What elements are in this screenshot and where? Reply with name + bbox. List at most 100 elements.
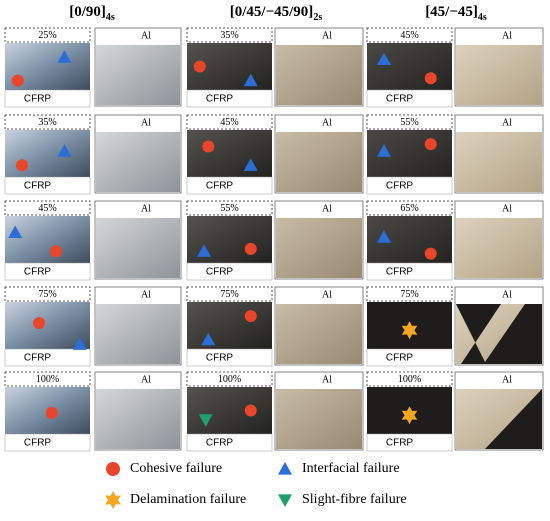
percent-box bbox=[366, 200, 453, 216]
cfrp-label: CFRP bbox=[386, 438, 414, 449]
percent-label: 100% bbox=[218, 374, 241, 385]
al-label: Al bbox=[502, 117, 512, 128]
legend-label: Slight-fibre failure bbox=[302, 492, 407, 507]
interfacial-marker bbox=[197, 244, 211, 257]
cohesive-marker bbox=[244, 404, 257, 417]
cohesive-marker bbox=[16, 159, 28, 172]
percent-box bbox=[186, 114, 273, 130]
al-label: Al bbox=[322, 117, 332, 128]
interfacial-marker bbox=[57, 50, 72, 63]
slight-fibre-marker bbox=[198, 414, 213, 427]
cfrp-label-strip bbox=[4, 433, 91, 452]
header-sub: 2s bbox=[313, 12, 322, 23]
cfrp-photo bbox=[187, 130, 272, 177]
legend-label: Interfacial failure bbox=[302, 461, 400, 476]
cfrp-photo bbox=[5, 216, 90, 263]
column-header: [45/−45]4s bbox=[425, 4, 487, 23]
cfrp-photo bbox=[187, 302, 272, 349]
al-label: Al bbox=[141, 117, 151, 128]
percent-label: 45% bbox=[220, 117, 238, 128]
al-label: Al bbox=[502, 203, 512, 214]
cohesive-marker bbox=[106, 462, 120, 476]
cfrp-label: CFRP bbox=[24, 438, 52, 449]
percent-box bbox=[186, 286, 273, 302]
cfrp-label-strip bbox=[366, 176, 453, 195]
cfrp-label: CFRP bbox=[206, 267, 234, 278]
cfrp-label: CFRP bbox=[386, 353, 414, 364]
al-photo bbox=[96, 132, 180, 192]
percent-label: 75% bbox=[400, 289, 418, 300]
cfrp-label-strip bbox=[186, 176, 273, 195]
legend-label: Delamination failure bbox=[130, 492, 246, 507]
al-label: Al bbox=[141, 203, 151, 214]
percent-label: 100% bbox=[36, 374, 59, 385]
percent-label: 55% bbox=[220, 203, 238, 214]
cfrp-photo bbox=[187, 387, 272, 434]
al-photo bbox=[276, 45, 362, 105]
cfrp-photo bbox=[5, 130, 90, 177]
cfrp-label-strip bbox=[366, 262, 453, 281]
al-photo bbox=[96, 389, 180, 449]
column-header: [0/90]4s bbox=[69, 4, 115, 23]
interfacial-marker bbox=[377, 230, 391, 243]
al-label: Al bbox=[322, 30, 332, 41]
al-label: Al bbox=[141, 374, 151, 385]
cfrp-label: CFRP bbox=[206, 353, 234, 364]
cohesive-marker bbox=[50, 245, 62, 258]
percent-label: 25% bbox=[38, 30, 56, 41]
al-dark-region bbox=[456, 304, 542, 364]
al-label: Al bbox=[141, 30, 151, 41]
cfrp-label: CFRP bbox=[24, 267, 52, 278]
al-photo bbox=[276, 389, 362, 449]
percent-label: 65% bbox=[400, 203, 418, 214]
cfrp-label-strip bbox=[366, 433, 453, 452]
delamination-marker bbox=[401, 406, 418, 425]
percent-box bbox=[4, 371, 91, 387]
cfrp-label-strip bbox=[366, 348, 453, 367]
al-label: Al bbox=[502, 30, 512, 41]
percent-box bbox=[366, 286, 453, 302]
al-photo bbox=[276, 218, 362, 278]
cfrp-label: CFRP bbox=[386, 267, 414, 278]
cfrp-label: CFRP bbox=[206, 181, 234, 192]
cfrp-label-strip bbox=[4, 348, 91, 367]
cfrp-label: CFRP bbox=[24, 181, 52, 192]
percent-label: 45% bbox=[38, 203, 56, 214]
percent-box bbox=[366, 371, 453, 387]
al-photo bbox=[276, 304, 362, 364]
cohesive-marker bbox=[33, 317, 45, 330]
delamination-marker bbox=[105, 491, 121, 509]
percent-label: 55% bbox=[400, 117, 418, 128]
cfrp-label: CFRP bbox=[24, 353, 52, 364]
cfrp-label-strip bbox=[186, 433, 273, 452]
percent-box bbox=[4, 27, 91, 43]
al-photo bbox=[96, 45, 180, 105]
cohesive-marker bbox=[45, 406, 58, 419]
interfacial-marker bbox=[72, 337, 87, 350]
al-label: Al bbox=[322, 203, 332, 214]
cfrp-label-strip bbox=[186, 348, 273, 367]
delamination-marker bbox=[401, 321, 418, 340]
cfrp-photo bbox=[367, 43, 452, 90]
al-label: Al bbox=[502, 374, 512, 385]
cfrp-label: CFRP bbox=[386, 181, 414, 192]
interfacial-marker bbox=[377, 52, 391, 66]
al-photo bbox=[96, 218, 180, 278]
cfrp-label: CFRP bbox=[386, 94, 414, 105]
cohesive-marker bbox=[202, 140, 215, 153]
interfacial-marker bbox=[8, 225, 23, 239]
percent-label: 35% bbox=[220, 30, 238, 41]
cfrp-label-strip bbox=[366, 89, 453, 108]
cfrp-label-strip bbox=[4, 176, 91, 195]
cfrp-label-strip bbox=[186, 262, 273, 281]
al-photo bbox=[456, 45, 542, 105]
percent-label: 45% bbox=[400, 30, 418, 41]
header-main: [0/90] bbox=[69, 4, 106, 20]
al-dark-region bbox=[485, 389, 542, 449]
interfacial-marker bbox=[243, 73, 258, 87]
cfrp-label: CFRP bbox=[206, 438, 234, 449]
cohesive-marker bbox=[193, 60, 206, 73]
al-label: Al bbox=[502, 289, 512, 300]
header-main: [0/45/−45/90] bbox=[230, 4, 314, 20]
